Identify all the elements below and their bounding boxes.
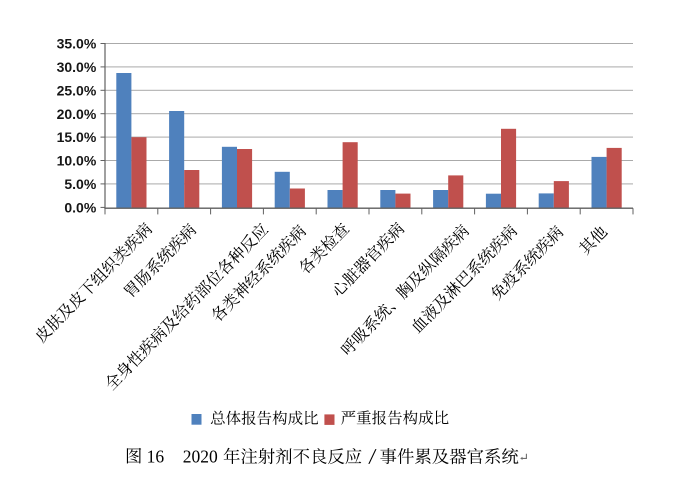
svg-text:5.0%: 5.0% (64, 176, 96, 192)
svg-text:35.0%: 35.0% (57, 36, 97, 52)
svg-text:15.0%: 15.0% (57, 129, 97, 145)
svg-text:25.0%: 25.0% (57, 82, 97, 98)
svg-text:2020: 2020 (183, 446, 218, 466)
svg-text:20.0%: 20.0% (57, 106, 97, 122)
svg-text:30.0%: 30.0% (57, 59, 97, 75)
svg-text:0.0%: 0.0% (64, 199, 96, 215)
svg-text:16: 16 (147, 446, 165, 466)
svg-text:10.0%: 10.0% (57, 153, 97, 169)
